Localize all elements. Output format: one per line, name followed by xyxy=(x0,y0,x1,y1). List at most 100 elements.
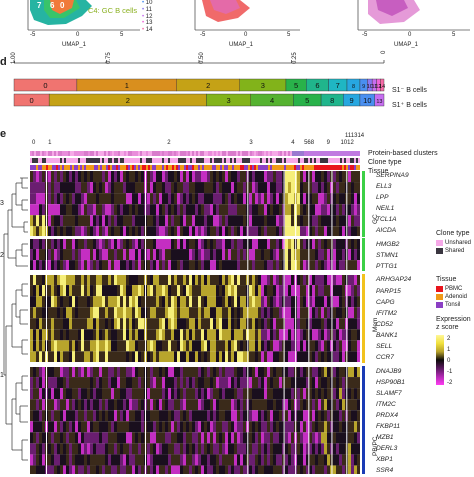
heatmap-cell xyxy=(195,260,198,272)
heatmap-cell xyxy=(135,171,138,183)
heatmap-cell xyxy=(291,432,294,444)
clone-type-cell xyxy=(322,158,324,163)
heatmap-cell xyxy=(201,285,204,297)
clone-type-cell xyxy=(72,158,74,163)
heatmap-cell xyxy=(333,421,336,433)
heatmap-cell xyxy=(36,182,39,194)
clone-type-cell xyxy=(256,158,258,163)
heatmap-cell xyxy=(306,340,309,352)
tissue-cell xyxy=(104,165,106,170)
heatmap-cell xyxy=(339,340,342,352)
heatmap-cell xyxy=(270,443,273,455)
cluster-number: 11 xyxy=(344,133,352,139)
heatmap-cell xyxy=(153,410,156,422)
heatmap-cell xyxy=(63,351,66,363)
heatmap-cell xyxy=(162,366,165,378)
heatmap-cell xyxy=(222,377,225,389)
heatmap-cell xyxy=(147,182,150,194)
heatmap-cell xyxy=(63,249,66,261)
clone-type-cell xyxy=(302,158,304,163)
heatmap-cell xyxy=(237,388,240,400)
heatmap-cell xyxy=(54,340,57,352)
heatmap-cell xyxy=(150,193,153,205)
heatmap-cell xyxy=(72,215,75,227)
tissue-cell xyxy=(174,165,176,170)
heatmap-cell xyxy=(51,465,54,474)
heatmap-cell xyxy=(165,307,168,319)
protein-cluster-cell xyxy=(60,151,62,156)
heatmap-cell xyxy=(30,249,33,261)
heatmap-cell xyxy=(210,204,213,216)
protein-cluster-cell xyxy=(120,151,122,156)
heatmap-cell xyxy=(285,285,288,297)
clone-type-cell xyxy=(110,158,112,163)
heatmap-cell xyxy=(54,171,57,183)
heatmap-cell xyxy=(153,329,156,341)
heatmap-cell xyxy=(192,182,195,194)
heatmap-cell xyxy=(201,366,204,378)
heatmap-cell xyxy=(225,274,228,286)
heatmap-cell xyxy=(174,296,177,308)
heatmap-cell xyxy=(192,238,195,250)
heatmap-cell xyxy=(30,399,33,411)
heatmap-cell xyxy=(171,388,174,400)
heatmap-cell xyxy=(234,329,237,341)
heatmap-cell xyxy=(183,193,186,205)
heatmap-cell xyxy=(138,204,141,216)
clone-type-cell xyxy=(270,158,272,163)
heatmap-cell xyxy=(252,329,255,341)
heatmap-cell xyxy=(315,307,318,319)
heatmap-cell xyxy=(33,193,36,205)
row-gap xyxy=(30,236,360,239)
legend-tissue: Tissue PBMC Adenoid Tonsil xyxy=(436,276,467,309)
heatmap-cell xyxy=(228,285,231,297)
heatmap-cell xyxy=(150,377,153,389)
heatmap-cell xyxy=(273,454,276,466)
protein-cluster-cell xyxy=(106,151,108,156)
heatmap-cell xyxy=(114,226,117,238)
heatmap-cell xyxy=(195,399,198,411)
heatmap-cell xyxy=(282,410,285,422)
heatmap-cell xyxy=(267,399,270,411)
heatmap-cell xyxy=(156,285,159,297)
heatmap-cell xyxy=(141,182,144,194)
heatmap-cell xyxy=(219,296,222,308)
heatmap-cell xyxy=(210,410,213,422)
heatmap-cell xyxy=(138,274,141,286)
heatmap-cell xyxy=(168,329,171,341)
heatmap-cell xyxy=(57,318,60,330)
heatmap-cell xyxy=(288,171,291,183)
heatmap-cell xyxy=(117,226,120,238)
heatmap-cell xyxy=(309,318,312,330)
heatmap-cell xyxy=(120,410,123,422)
tissue-cell xyxy=(162,165,164,170)
gene-label: XBP1 xyxy=(376,456,393,464)
heatmap-cell xyxy=(96,340,99,352)
heatmap-cell xyxy=(207,432,210,444)
tissue-cell xyxy=(346,165,348,170)
heatmap-cell xyxy=(204,182,207,194)
heatmap-cell xyxy=(177,285,180,297)
heatmap-cell xyxy=(228,274,231,286)
heatmap-cell xyxy=(312,421,315,433)
expression-scale: 2 1 0 -1 -2 xyxy=(436,335,471,390)
protein-cluster-cell xyxy=(50,151,52,156)
heatmap-cell xyxy=(198,351,201,363)
heatmap-cell xyxy=(285,465,288,474)
heatmap-cell xyxy=(189,399,192,411)
heatmap-cell xyxy=(87,318,90,330)
clone-type-cell xyxy=(80,158,82,163)
heatmap-cell xyxy=(285,340,288,352)
heatmap-cell xyxy=(231,215,234,227)
protein-cluster-cell xyxy=(130,151,132,156)
heatmap-cell xyxy=(174,193,177,205)
heatmap-cell xyxy=(81,307,84,319)
heatmap-cell xyxy=(153,366,156,378)
heatmap-cell xyxy=(195,366,198,378)
heatmap-cell xyxy=(78,377,81,389)
clone-type-cell xyxy=(282,158,284,163)
gene-label: FKBP11 xyxy=(376,423,401,431)
heatmap-cell xyxy=(300,443,303,455)
heatmap-cell xyxy=(342,193,345,205)
heatmap-cell xyxy=(99,193,102,205)
